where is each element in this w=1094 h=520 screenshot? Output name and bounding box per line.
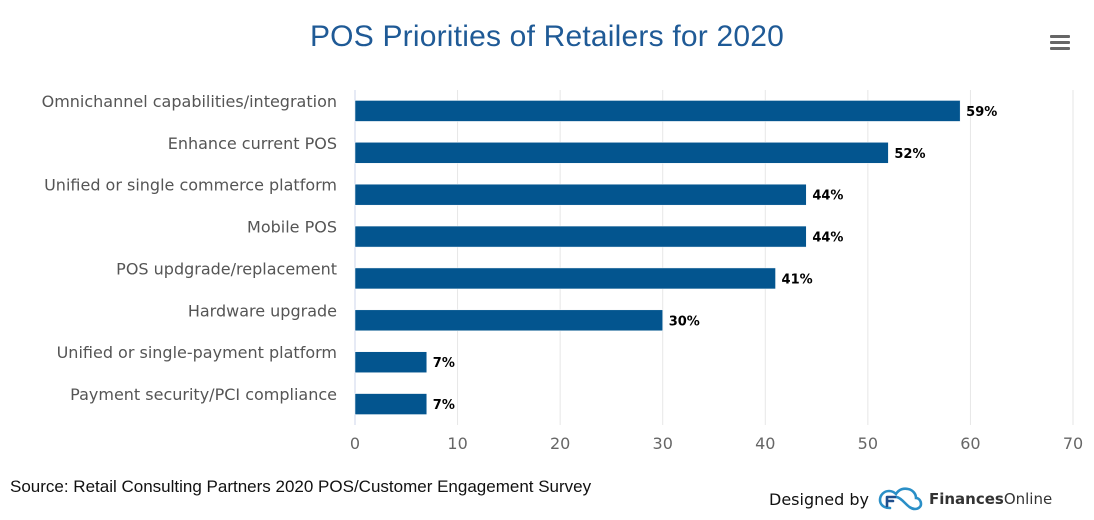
bar[interactable] — [354, 225, 807, 248]
financesonline-cloud-logo-icon — [878, 487, 923, 511]
x-tick-label: 10 — [447, 434, 467, 453]
chart-context-menu-button[interactable] — [1047, 33, 1073, 53]
data-label: 7% — [433, 398, 455, 413]
data-label: 59% — [966, 105, 997, 120]
bars — [354, 100, 961, 415]
category-labels: Omnichannel capabilities/integration Enha… — [42, 92, 337, 404]
hamburger-menu-icon-bar — [1050, 35, 1070, 38]
bar[interactable] — [354, 351, 428, 373]
bar[interactable] — [354, 142, 889, 164]
chart-title: POS Priorities of Retailers for 2020 — [309, 20, 785, 53]
category-label: Omnichannel capabilities/integration — [42, 92, 337, 111]
data-label: 41% — [782, 272, 813, 287]
category-label: Mobile POS — [247, 218, 337, 237]
bar[interactable] — [354, 183, 807, 206]
grid-lines — [354, 90, 1074, 425]
x-tick-label: 60 — [960, 434, 980, 453]
data-label: 44% — [812, 189, 843, 204]
designed-by-label: Designed by — [769, 489, 869, 509]
x-axis-tick-labels: 0 10 20 30 40 50 60 70 — [350, 434, 1083, 453]
x-tick-label: 20 — [550, 434, 570, 453]
hamburger-menu-icon-bar — [1050, 47, 1070, 50]
x-tick-label: 40 — [755, 434, 775, 453]
category-label: Hardware upgrade — [188, 301, 337, 320]
designer-credit: Designed by FinancesOnline — [769, 486, 1052, 512]
bar[interactable] — [354, 100, 961, 122]
data-label: 52% — [894, 147, 925, 162]
bar[interactable] — [354, 393, 428, 415]
x-tick-label: 50 — [858, 434, 878, 453]
data-label: 44% — [812, 231, 843, 246]
category-label: Payment security/PCI compliance — [70, 385, 337, 404]
data-label: 7% — [433, 356, 455, 371]
x-tick-label: 70 — [1063, 434, 1083, 453]
bar[interactable] — [354, 309, 663, 332]
x-tick-label: 0 — [350, 434, 360, 453]
category-label: POS updgrade/replacement — [116, 259, 337, 278]
hamburger-menu-icon-bar — [1050, 41, 1070, 44]
category-label: Unified or single commerce platform — [44, 176, 337, 195]
category-label: Enhance current POS — [168, 134, 337, 153]
data-labels: 59% 52% 44% 44% 41% 30% 7% 7% — [433, 105, 997, 413]
source-note: Source: Retail Consulting Partners 2020 … — [10, 477, 592, 496]
bar[interactable] — [354, 267, 776, 290]
data-label: 30% — [669, 314, 700, 329]
x-tick-label: 30 — [653, 434, 673, 453]
brand-name: FinancesOnline — [928, 490, 1053, 508]
category-label: Unified or single-payment platform — [57, 343, 337, 362]
bar-chart: Omnichannel capabilities/integration Enha… — [42, 90, 1083, 453]
